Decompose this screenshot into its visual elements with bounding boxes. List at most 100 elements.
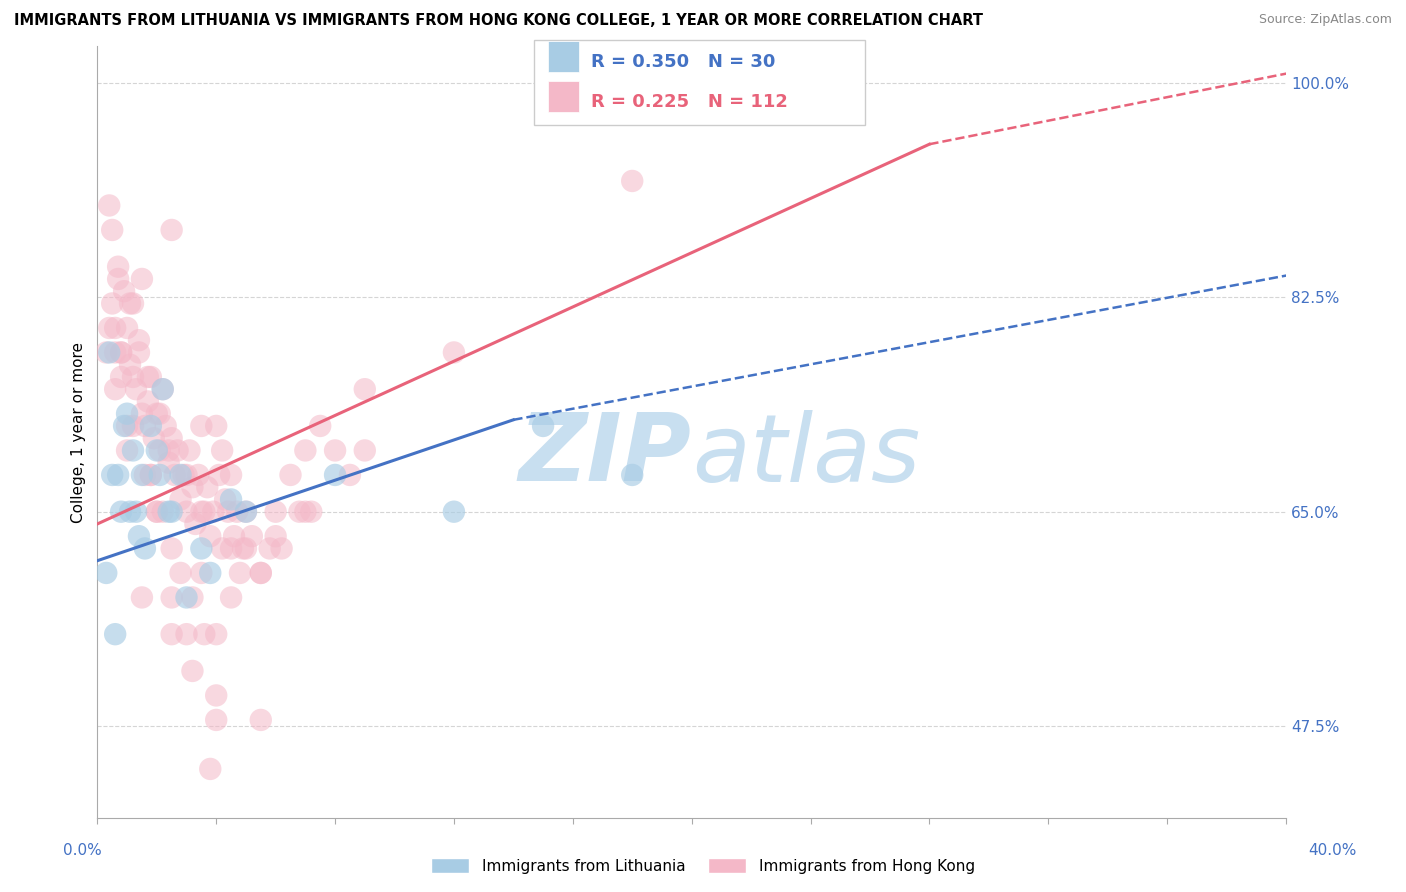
Point [149,467,172,482]
Point [160,431,183,445]
Point [323,443,346,458]
Point [110,345,132,359]
Point [187,467,209,482]
Point [160,541,183,556]
Point [181,480,204,494]
Point [112,284,135,298]
Point [110,370,132,384]
Point [190,566,212,580]
Point [169,492,191,507]
Point [240,529,263,543]
Point [101,467,124,482]
Point [353,382,375,396]
Point [157,443,180,458]
Point [131,272,153,286]
Point [96,345,118,359]
Legend: Immigrants from Lithuania, Immigrants from Hong Kong: Immigrants from Lithuania, Immigrants fr… [425,852,981,880]
Point [128,333,150,347]
Point [176,467,198,482]
Point [128,529,150,543]
Point [160,505,183,519]
Point [200,762,222,776]
Point [115,321,138,335]
Point [104,321,127,335]
Point [270,541,292,556]
Point [118,358,141,372]
Point [176,505,198,519]
Point [139,419,162,434]
Point [125,382,148,396]
Point [621,467,644,482]
Point [131,467,153,482]
Point [249,566,271,580]
Text: ZIP: ZIP [519,409,692,501]
Point [219,541,242,556]
Point [157,456,180,470]
Point [219,591,242,605]
Point [531,419,554,434]
Text: IMMIGRANTS FROM LITHUANIA VS IMMIGRANTS FROM HONG KONG COLLEGE, 1 YEAR OR MORE C: IMMIGRANTS FROM LITHUANIA VS IMMIGRANTS … [14,13,983,29]
Point [146,443,169,458]
Point [195,480,218,494]
Point [122,419,145,434]
Point [149,443,172,458]
Point [149,407,172,421]
Point [229,566,252,580]
Point [146,505,169,519]
Point [190,419,212,434]
Point [205,419,228,434]
Point [217,505,239,519]
Point [235,505,257,519]
Point [190,541,212,556]
Point [98,321,121,335]
Text: Source: ZipAtlas.com: Source: ZipAtlas.com [1258,13,1392,27]
Point [179,443,201,458]
Point [443,345,465,359]
Point [107,272,129,286]
Point [235,541,257,556]
Point [249,713,271,727]
Point [115,419,138,434]
Point [107,260,129,274]
Point [353,443,375,458]
Point [226,505,249,519]
Point [280,467,302,482]
Point [163,467,186,482]
Point [110,345,132,359]
Point [96,566,118,580]
Point [157,505,180,519]
Point [621,174,644,188]
Point [219,492,242,507]
Point [155,419,177,434]
Point [136,370,159,384]
Point [134,541,156,556]
Point [101,296,124,310]
Point [181,664,204,678]
Point [200,566,222,580]
Point [181,591,204,605]
Point [131,591,153,605]
Point [104,345,127,359]
Point [152,382,174,396]
Point [294,443,316,458]
Point [288,505,311,519]
Point [309,419,332,434]
Point [118,296,141,310]
Point [202,505,225,519]
Point [235,505,257,519]
Point [160,591,183,605]
Point [139,467,162,482]
Y-axis label: College, 1 year or more: College, 1 year or more [72,342,86,523]
Point [122,370,145,384]
Point [146,407,169,421]
Point [160,627,183,641]
Text: 0.0%: 0.0% [63,843,103,858]
Point [200,529,222,543]
Point [125,505,148,519]
Point [184,516,207,531]
Point [264,529,287,543]
Text: atlas: atlas [692,409,920,500]
Point [323,467,346,482]
Point [110,505,132,519]
Point [136,394,159,409]
